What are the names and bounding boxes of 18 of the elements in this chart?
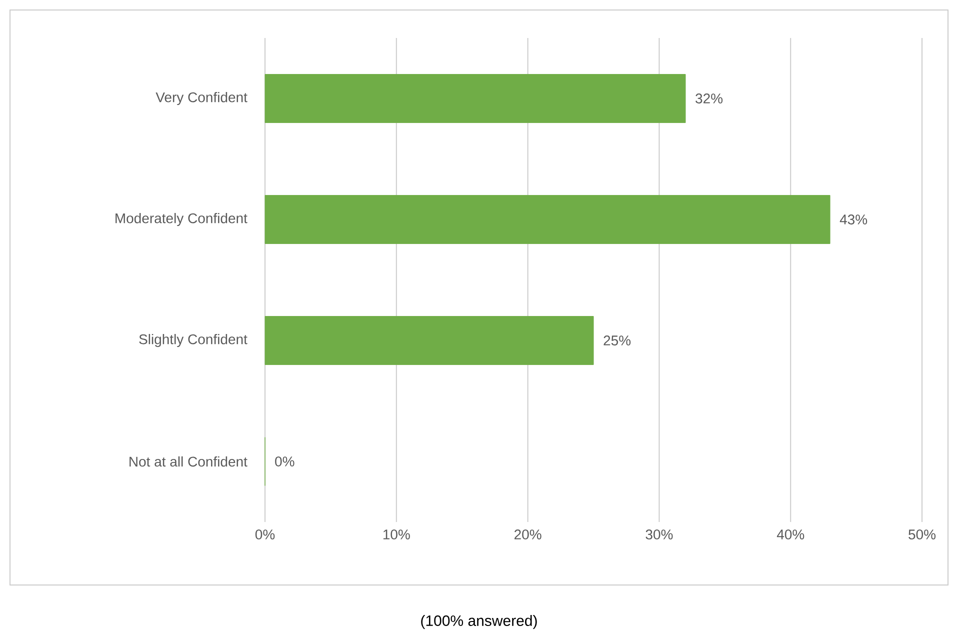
y-tick-label: Very Confident — [156, 92, 248, 106]
y-tick-label: Not at all Confident — [130, 456, 248, 467]
x-tick-label: 30% — [646, 530, 673, 540]
x-tick-label: 50% — [908, 530, 936, 540]
x-tick-label: 20% — [514, 530, 542, 540]
x-tick-label: 40% — [776, 530, 804, 540]
text: (100% answered) — [421, 614, 537, 629]
data-label: 0% — [275, 456, 294, 466]
x-tick-label: 10% — [383, 530, 410, 540]
bar — [264, 74, 686, 123]
y-tick-label: Slightly Confident — [139, 334, 248, 348]
data-label: 43% — [840, 214, 868, 224]
y-tick-label: Moderately Confident — [116, 212, 248, 226]
bar — [264, 316, 594, 365]
x-tick-label: 0% — [255, 530, 275, 540]
data-label: 32% — [696, 94, 723, 104]
bar — [264, 195, 830, 244]
data-label: 25% — [604, 336, 631, 346]
